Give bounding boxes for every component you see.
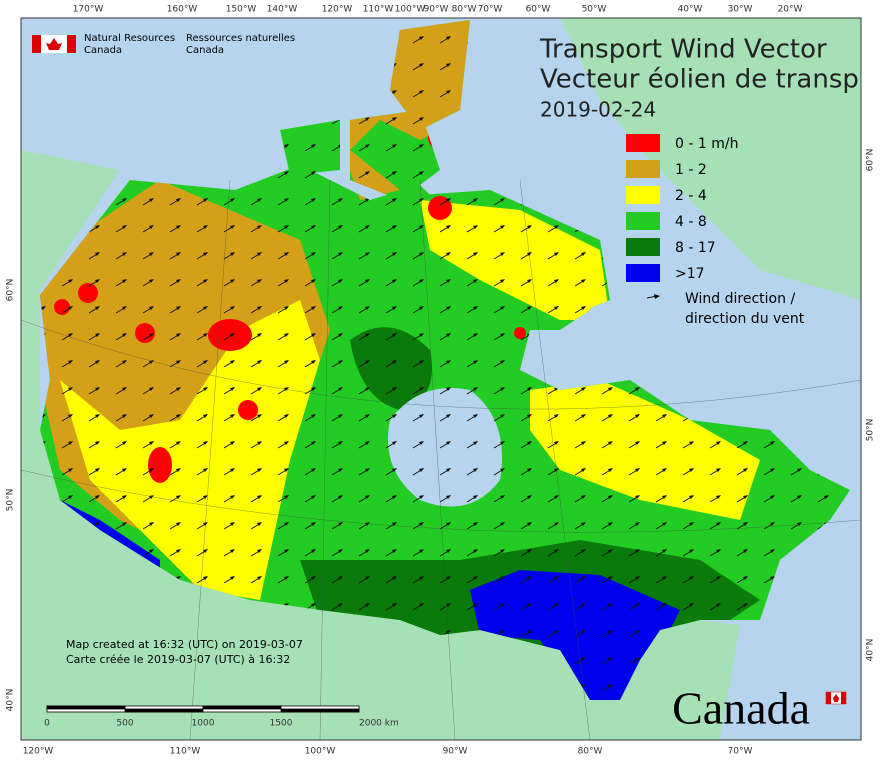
legend-swatch [626,212,660,230]
longitude-label: 30°W [728,5,753,15]
title: Vecteur éolien de transp [540,65,859,95]
longitude-label: 60°W [526,5,551,15]
legend-swatch [626,134,660,152]
longitude-label: 70°W [478,5,503,15]
longitude-label: 120°W [23,747,54,757]
wordmark-flag [825,691,847,705]
longitude-label: 90°W [443,747,468,757]
legend-label: 0 - 1 m/h [675,136,738,152]
longitude-label: 20°W [778,5,803,15]
agency-fr: Ressources naturelles [186,33,295,44]
scale-label: 500 [116,719,133,729]
legend-swatch [626,186,660,204]
longitude-label: 170°W [73,5,104,15]
legend-label: 1 - 2 [675,162,707,178]
scale-label: 0 [44,719,50,729]
nrcan-flag [32,35,76,53]
agency-en: Natural Resources [84,33,175,44]
longitude-label: 100°W [305,747,336,757]
latitude-label: 50°N [6,489,16,512]
latitude-label: 40°N [6,689,16,712]
scale-label: 2000 km [359,719,399,729]
longitude-label: 110°W [170,747,201,757]
latitude-label: 40°N [866,639,876,662]
longitude-label: 100°W [395,5,426,15]
greenland [560,18,861,300]
credit: Map created at 16:32 (UTC) on 2019-03-07 [66,638,303,651]
legend-label: >17 [675,266,705,282]
credit: Carte créée le 2019-03-07 (UTC) à 16:32 [66,653,290,666]
title: Transport Wind Vector [539,35,827,65]
scale-label: 1500 [270,719,293,729]
wind-legend-icon [646,294,660,299]
agency-fr: Canada [186,45,224,56]
longitude-label: 160°W [167,5,198,15]
wind-label: direction du vent [685,311,805,327]
legend-label: 4 - 8 [675,214,707,230]
legend-swatch [626,264,660,282]
longitude-label: 140°W [267,5,298,15]
legend-swatch [626,238,660,256]
wind-label: Wind direction / [685,291,795,307]
graticule [20,179,862,741]
longitude-label: 40°W [678,5,703,15]
agency-en: Canada [84,45,122,56]
legend-label: 2 - 4 [675,188,707,204]
longitude-label: 90°W [424,5,449,15]
latitude-label: 50°N [866,419,876,442]
legend-swatch [626,160,660,178]
scale-bar [46,705,360,713]
longitude-label: 80°W [452,5,477,15]
longitude-label: 110°W [363,5,394,15]
date: 2019-02-24 [540,98,656,122]
latitude-label: 60°N [866,149,876,172]
map-area [21,18,861,740]
wordmark: Canada [672,683,810,734]
frame [20,17,862,741]
longitude-label: 80°W [578,747,603,757]
scale-label: 1000 [192,719,215,729]
longitude-label: 120°W [322,5,353,15]
latitude-label: 60°N [6,279,16,302]
longitude-label: 50°W [582,5,607,15]
longitude-label: 150°W [226,5,257,15]
legend-label: 8 - 17 [675,240,716,256]
longitude-label: 70°W [728,747,753,757]
